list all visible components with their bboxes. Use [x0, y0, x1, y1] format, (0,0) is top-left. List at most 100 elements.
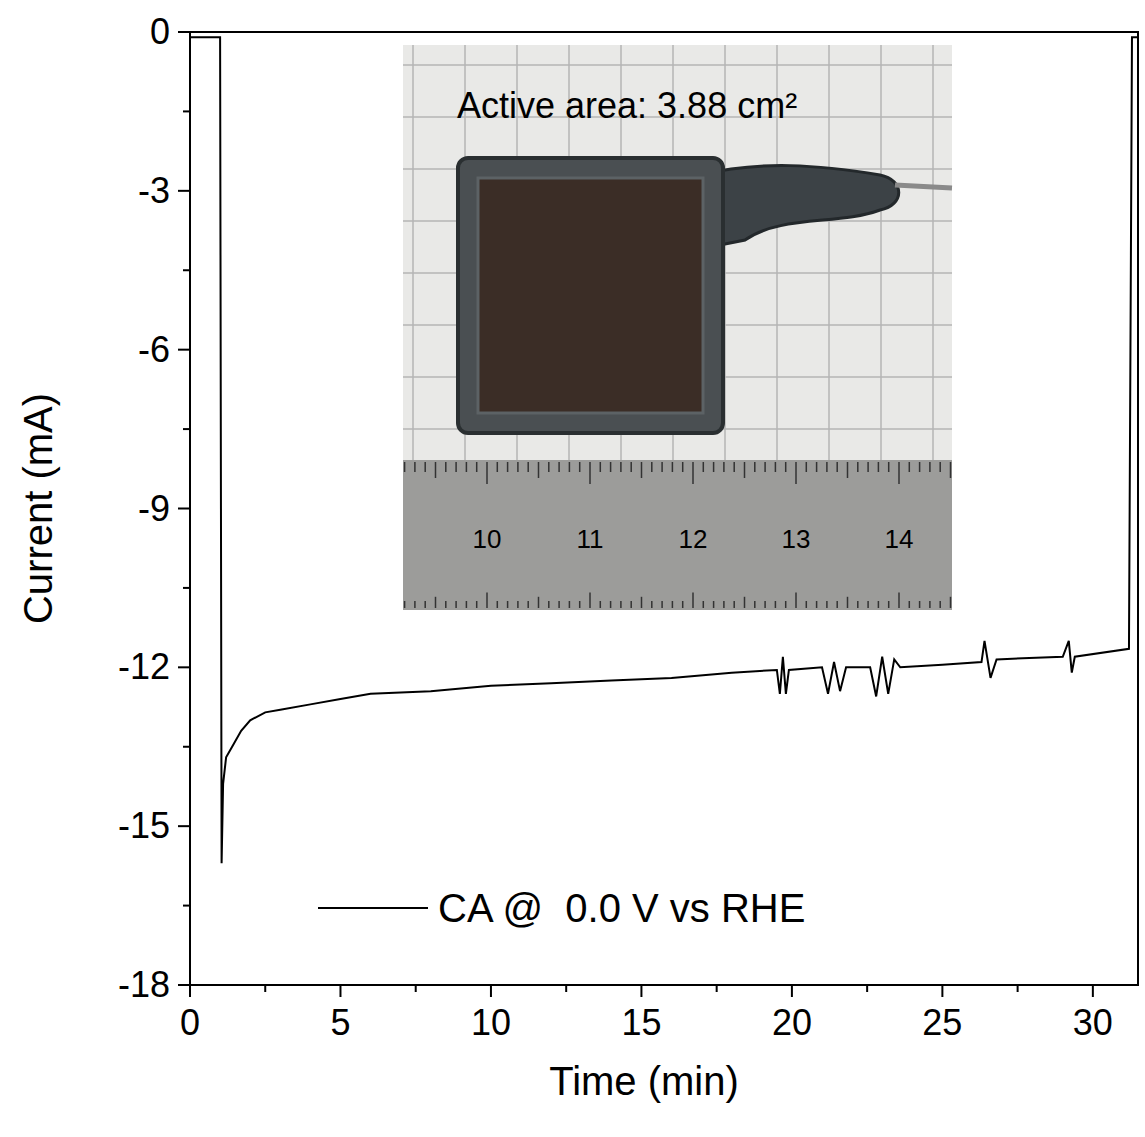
ruler-tick	[682, 601, 684, 608]
ruler-tick	[610, 601, 612, 608]
ruler-tick	[445, 462, 447, 472]
ruler-tick	[476, 462, 478, 472]
inset-photo: 1011121314Active area: 3.88 cm²	[403, 45, 952, 610]
ruler-tick	[929, 601, 931, 608]
ruler-tick	[939, 462, 941, 472]
plot-frame	[190, 32, 1138, 985]
ruler-tick	[630, 601, 632, 608]
ruler-tick	[775, 601, 777, 608]
ruler-label: 10	[473, 524, 502, 554]
ruler-label: 12	[679, 524, 708, 554]
ruler-tick	[836, 462, 838, 472]
ruler-tick	[692, 462, 694, 484]
ruler-tick	[950, 597, 952, 608]
ruler-tick	[486, 593, 488, 608]
ruler-tick	[651, 601, 653, 608]
ruler-tick	[486, 462, 488, 484]
y-tick-label: -9	[138, 488, 170, 529]
ruler-tick	[878, 601, 880, 608]
y-tick-label: -3	[138, 170, 170, 211]
x-tick-label: 30	[1073, 1002, 1113, 1043]
ruler-tick	[517, 462, 519, 472]
paper	[403, 45, 952, 610]
y-minor-tick	[183, 905, 190, 907]
ruler-tick	[909, 601, 911, 608]
ruler-tick	[713, 601, 715, 608]
ruler-tick	[424, 601, 426, 608]
ruler-tick	[507, 462, 509, 472]
ruler-tick	[929, 462, 931, 472]
ruler-tick	[527, 601, 529, 608]
x-tick	[791, 985, 793, 997]
electrode-frame	[458, 158, 723, 433]
ruler-tick	[764, 462, 766, 472]
chart: 1011121314Active area: 3.88 cm²051015202…	[0, 0, 1145, 1137]
ruler-tick	[733, 462, 735, 472]
y-tick-label: -12	[118, 646, 170, 687]
x-tick	[490, 985, 492, 997]
y-tick	[178, 984, 190, 986]
y-minor-tick	[183, 269, 190, 271]
ruler-tick	[661, 601, 663, 608]
y-minor-tick	[183, 110, 190, 112]
ruler-tick	[919, 462, 921, 472]
x-minor-tick	[866, 985, 868, 992]
ruler-tick	[898, 593, 900, 608]
y-minor-tick	[183, 587, 190, 589]
ruler-tick	[620, 601, 622, 608]
ruler-tick	[795, 462, 797, 484]
ruler-tick	[435, 462, 437, 478]
ruler-tick	[816, 462, 818, 472]
ruler-tick	[589, 593, 591, 608]
ruler-tick	[939, 601, 941, 608]
x-tick-label: 25	[922, 1002, 962, 1043]
ruler-tick	[414, 462, 416, 472]
ruler-tick	[754, 462, 756, 472]
ruler-tick	[867, 462, 869, 472]
x-tick-label: 20	[772, 1002, 812, 1043]
y-axis-title: Current (mA)	[16, 393, 60, 624]
ruler-tick	[847, 462, 849, 478]
ruler-tick	[424, 462, 426, 472]
x-tick	[640, 985, 642, 997]
ruler-tick	[836, 601, 838, 608]
y-tick	[178, 190, 190, 192]
ruler-tick	[497, 601, 499, 608]
ruler-tick	[548, 601, 550, 608]
x-tick-label: 10	[471, 1002, 511, 1043]
ruler-tick	[466, 601, 468, 608]
ruler-tick	[898, 462, 900, 484]
legend: CA @ 0.0 V vs RHE	[318, 886, 805, 930]
ruler-tick	[878, 462, 880, 472]
x-tick	[339, 985, 341, 997]
ruler-tick	[775, 462, 777, 472]
ruler-tick	[857, 462, 859, 472]
ruler-tick	[785, 601, 787, 608]
ruler-tick	[764, 601, 766, 608]
ruler-tick	[795, 593, 797, 608]
ruler-tick	[569, 601, 571, 608]
ruler-tick	[672, 462, 674, 472]
ruler-tick	[733, 601, 735, 608]
ruler-tick	[517, 601, 519, 608]
y-tick	[178, 31, 190, 33]
ruler-tick	[785, 462, 787, 472]
ruler-tick	[455, 601, 457, 608]
data-line	[190, 37, 1138, 863]
ruler-tick	[466, 462, 468, 472]
ruler-tick	[744, 462, 746, 478]
x-tick	[941, 985, 943, 997]
ruler-tick	[579, 462, 581, 472]
x-tick	[189, 985, 191, 997]
ruler-tick	[867, 601, 869, 608]
y-tick-label: -15	[118, 805, 170, 846]
ruler-tick	[651, 462, 653, 472]
ruler-tick	[538, 597, 540, 608]
ruler-tick	[641, 462, 643, 478]
y-tick	[178, 508, 190, 510]
ruler-tick	[497, 462, 499, 472]
x-axis-title: Time (min)	[549, 1059, 739, 1103]
ruler	[403, 460, 952, 610]
ruler-tick	[744, 597, 746, 608]
ruler-tick	[455, 462, 457, 472]
